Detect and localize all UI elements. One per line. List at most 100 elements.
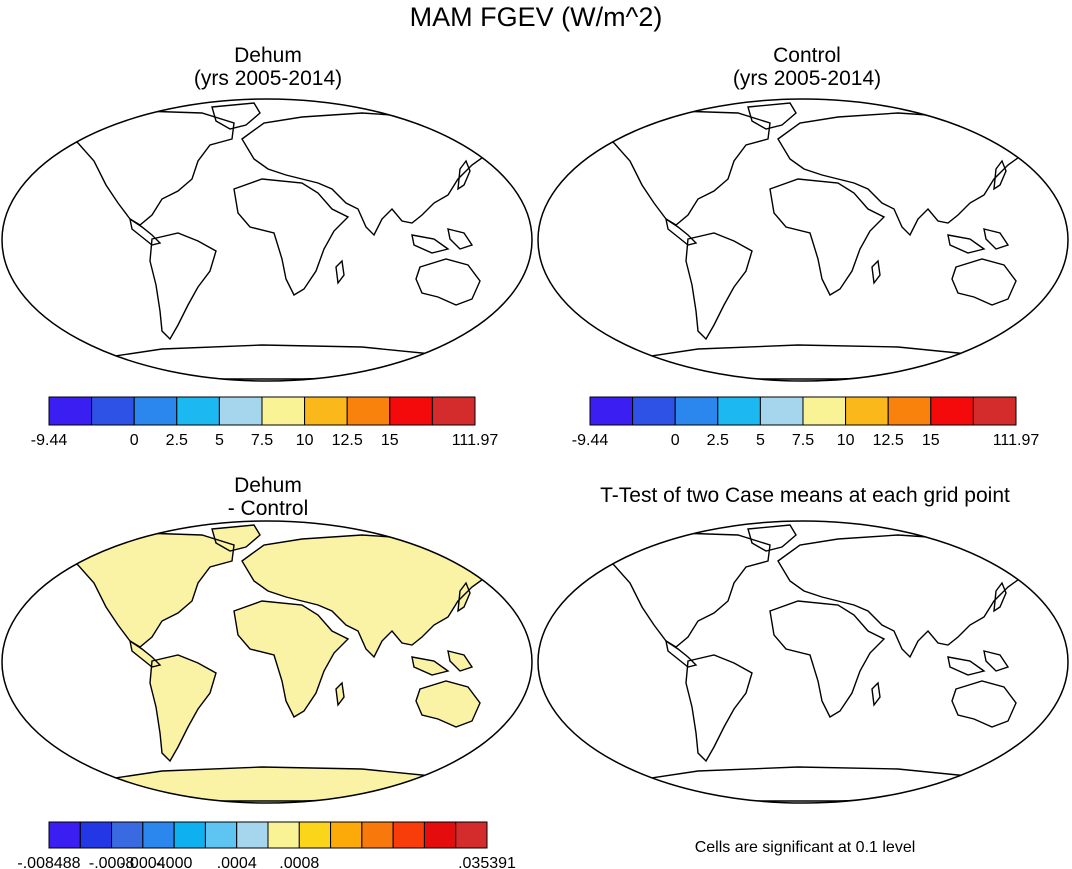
grid-cell: [380, 321, 386, 327]
grid-cell: [230, 237, 236, 243]
grid-cell: [182, 327, 188, 333]
grid-cell: [62, 117, 68, 123]
grid-cell: [50, 207, 56, 213]
grid-cell: [104, 135, 110, 141]
grid-cell: [80, 273, 86, 279]
grid-cell: [308, 231, 314, 237]
grid-cell: [200, 219, 206, 225]
grid-cell: [230, 363, 236, 369]
grid-cell: [1042, 99, 1048, 105]
grid-cell: [272, 147, 278, 153]
grid-cell: [272, 111, 278, 117]
grid-cell: [434, 243, 440, 249]
grid-cell: [524, 147, 530, 153]
grid-cell: [80, 177, 86, 183]
grid-cell: [868, 117, 874, 123]
grid-cell: [32, 153, 38, 159]
grid-cell: [116, 309, 122, 315]
grid-cell: [530, 321, 536, 327]
grid-cell: [146, 147, 152, 153]
grid-cell: [266, 249, 272, 255]
grid-cell: [464, 267, 470, 273]
grid-cell: [512, 321, 518, 327]
grid-cell: [658, 141, 664, 147]
grid-cell: [260, 327, 266, 333]
grid-cell: [524, 285, 530, 291]
grid-cell: [158, 141, 164, 147]
grid-cell: [98, 279, 104, 285]
grid-cell: [664, 129, 670, 135]
grid-cell: [146, 273, 152, 279]
grid-cell: [934, 147, 940, 153]
grid-cell: [440, 261, 446, 267]
grid-cell: [62, 267, 68, 273]
grid-cell: [446, 327, 452, 333]
grid-cell: [362, 159, 368, 165]
grid-cell: [116, 243, 122, 249]
grid-cell: [562, 105, 568, 111]
grid-cell: [44, 345, 50, 351]
grid-cell: [50, 201, 56, 207]
grid-cell: [428, 267, 434, 273]
grid-cell: [398, 291, 404, 297]
grid-cell: [470, 231, 476, 237]
grid-cell: [464, 129, 470, 135]
grid-cell: [50, 327, 56, 333]
grid-cell: [1030, 105, 1036, 111]
grid-cell: [68, 111, 74, 117]
grid-cell: [362, 327, 368, 333]
grid-cell: [206, 195, 212, 201]
grid-cell: [50, 99, 56, 105]
grid-cell: [556, 111, 562, 117]
grid-cell: [194, 231, 200, 237]
grid-cell: [344, 153, 350, 159]
grid-cell: [338, 309, 344, 315]
grid-cell: [368, 189, 374, 195]
grid-cell: [242, 243, 248, 249]
grid-cell: [796, 135, 802, 141]
grid-cell: [56, 171, 62, 177]
grid-cell: [302, 309, 308, 315]
grid-cell: [428, 105, 434, 111]
grid-cell: [224, 153, 230, 159]
grid-cell: [98, 117, 104, 123]
grid-cell: [476, 195, 482, 201]
grid-cell: [218, 273, 224, 279]
grid-cell: [200, 321, 206, 327]
grid-cell: [284, 159, 290, 165]
grid-cell: [104, 267, 110, 273]
grid-cell: [308, 267, 314, 273]
grid-cell: [320, 357, 326, 363]
grid-cell: [392, 255, 398, 261]
grid-cell: [488, 135, 494, 141]
grid-cell: [356, 327, 362, 333]
grid-cell: [898, 129, 904, 135]
grid-cell: [302, 159, 308, 165]
grid-cell: [158, 117, 164, 123]
grid-cell: [464, 357, 470, 363]
grid-cell: [530, 291, 536, 297]
grid-cell: [1048, 105, 1054, 111]
grid-cell: [92, 219, 98, 225]
grid-cell: [176, 267, 182, 273]
grid-cell: [92, 207, 98, 213]
grid-cell: [182, 285, 188, 291]
grid-cell: [356, 339, 362, 345]
grid-cell: [122, 103, 128, 105]
grid-cell: [92, 357, 98, 363]
grid-cell: [1048, 123, 1054, 129]
grid-cell: [2, 357, 8, 363]
grid-cell: [32, 243, 38, 249]
grid-cell: [182, 375, 188, 379]
grid-cell: [194, 315, 200, 321]
grid-cell: [494, 249, 500, 255]
grid-cell: [20, 189, 26, 195]
grid-cell: [512, 279, 518, 285]
grid-cell: [434, 213, 440, 219]
grid-cell: [74, 183, 80, 189]
grid-cell: [26, 213, 32, 219]
grid-cell: [374, 261, 380, 267]
grid-cell: [482, 225, 488, 231]
grid-cell: [494, 243, 500, 249]
grid-cell: [230, 339, 236, 345]
